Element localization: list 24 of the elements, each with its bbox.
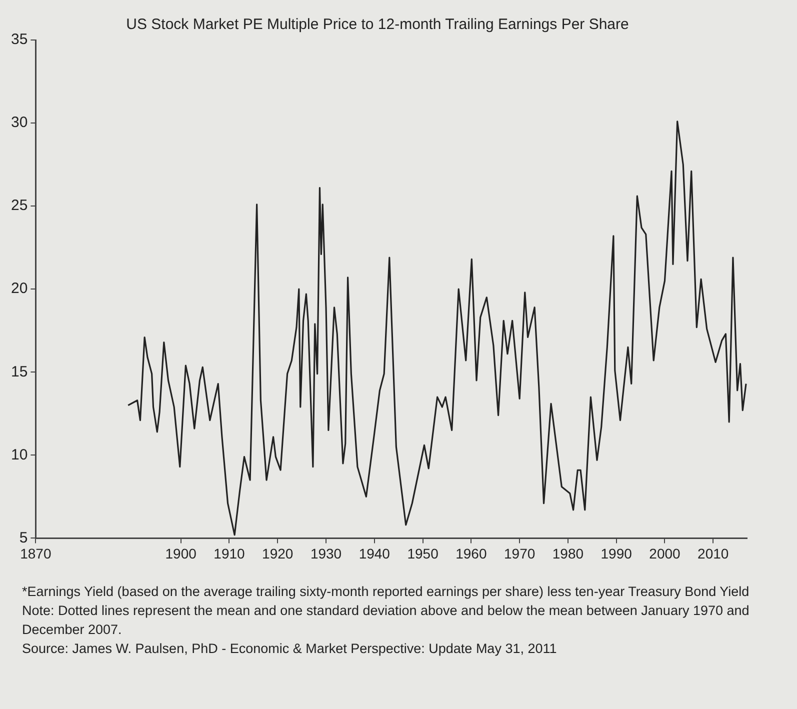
x-tick-label: 1990	[600, 545, 632, 562]
x-tick-label: 1910	[214, 545, 246, 562]
y-tick-label: 30	[10, 114, 28, 132]
chart-title: US Stock Market PE Multiple Price to 12-month Trailing Earnings Per Share	[126, 16, 629, 34]
y-tick-label: 20	[10, 280, 28, 298]
x-tick-label: 1960	[456, 545, 487, 562]
x-tick-label: 1900	[165, 545, 197, 562]
text: *Earnings Yield (based on the average trailing sixty-month reported earnings per share) less ten-year Treasury Bond Yield	[22, 583, 750, 601]
y-tick-label: 25	[10, 197, 28, 214]
y-tick-label: 35	[10, 31, 28, 48]
y-tick-label: 5	[19, 529, 28, 546]
text: Note: Dotted lines represent the mean and one standard deviation above and below the mean between January 1970 and December 2007.	[22, 602, 750, 639]
y-tick-label: 15	[10, 363, 28, 380]
source-note: Source: James W. Paulsen, PhD - Economic & Market Perspective: Update May 31, 2011	[22, 640, 558, 658]
x-tick-label: 2000	[649, 545, 681, 562]
y-tick-label: 10	[10, 446, 28, 464]
x-tick-label: 1950	[407, 545, 439, 562]
x-tick-label: 1940	[358, 545, 390, 562]
x-tick-label: 1970	[504, 545, 536, 562]
x-tick-label: 1920	[262, 545, 294, 562]
x-tick-label: 1930	[310, 545, 342, 562]
x-tick-label: 2010	[698, 545, 729, 562]
x-tick-label: 1870	[20, 545, 52, 562]
x-tick-label: 1980	[552, 545, 584, 562]
